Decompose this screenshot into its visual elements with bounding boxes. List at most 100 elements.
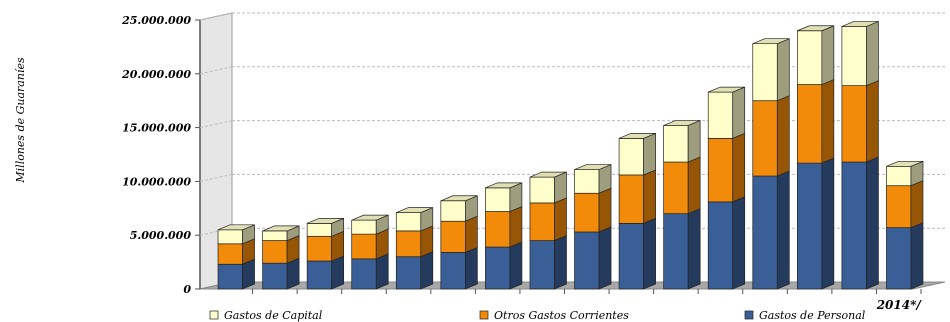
bar-segment-front: [217, 263, 243, 290]
legend-label: Otros Gastos Corrientes: [494, 309, 629, 322]
bar-top: [485, 182, 523, 189]
bar-segment-side: [866, 156, 879, 290]
bar-top: [752, 38, 790, 45]
gridline-side: [199, 66, 233, 75]
legend: Gastos de Capital Otros Gastos Corrientes…: [209, 309, 866, 322]
bar-segment-front: [574, 192, 600, 233]
bar-segment-front: [618, 223, 644, 290]
bar-segment-side: [776, 38, 790, 102]
bar-segment-side: [687, 208, 701, 290]
bar-segment-front: [752, 100, 778, 177]
bar-segment-side: [598, 187, 612, 233]
bar-segment-side: [420, 251, 434, 290]
y-tick-label: 25.000.000: [121, 14, 191, 27]
legend-swatch: [479, 310, 489, 320]
bar-segment-side: [732, 132, 746, 203]
bar-top: [440, 195, 478, 202]
bar-segment-side: [643, 217, 656, 290]
bar-segment-front: [395, 212, 422, 232]
y-tick-label: 20.000.000: [121, 68, 191, 81]
bar-segment-front: [886, 227, 912, 290]
bar-segment-side: [643, 132, 656, 176]
bar-segment-side: [464, 246, 478, 290]
bar-segment-front: [306, 260, 333, 290]
bar-segment-front: [529, 240, 555, 290]
bar-segment-side: [687, 119, 701, 163]
bar-segment-front: [262, 262, 288, 290]
bar-segment-side: [464, 215, 478, 253]
x-tick-label: 2014*/: [876, 298, 923, 312]
bar-segment-front: [796, 162, 823, 290]
bar-segment-front: [752, 43, 778, 102]
bar-segment-front: [529, 202, 555, 241]
bar-segment-side: [598, 226, 612, 290]
bar-segment-front: [351, 219, 377, 235]
bar-segment-front: [217, 229, 243, 245]
bar-segment-front: [485, 211, 511, 248]
bar-segment-front: [262, 240, 288, 264]
y-tick-label: 0: [183, 283, 191, 296]
bar-segment-front: [395, 230, 422, 258]
bar-segment-side: [732, 86, 746, 139]
bar-top: [663, 120, 701, 126]
y-tick-label: 5.000.000: [130, 229, 192, 242]
legend-label: Gastos de Personal: [759, 309, 866, 322]
bar-segment-front: [841, 26, 867, 86]
x-axis-labels: 2014*/: [876, 298, 923, 312]
bar-segment-front: [886, 165, 912, 187]
bar-segment-front: [707, 91, 734, 139]
bar-segment-front: [440, 252, 466, 290]
bar-segment-side: [821, 79, 835, 164]
bar-segment-front: [841, 161, 867, 290]
bar-top: [217, 224, 255, 231]
bar-top: [262, 225, 300, 232]
bar-segment-front: [485, 246, 511, 290]
bar-top: [708, 86, 745, 93]
bar-segment-front: [262, 230, 288, 241]
bar-segment-side: [331, 255, 345, 290]
bar-top: [886, 160, 924, 167]
bar-segment-front: [618, 138, 644, 176]
bar-segment-front: [707, 138, 734, 203]
gridline-side: [199, 12, 233, 21]
bar-segment-front: [663, 125, 689, 163]
bar-top: [307, 218, 344, 224]
legend-swatch: [744, 310, 754, 320]
bar-segment-side: [776, 95, 790, 177]
bar-segment-front: [485, 187, 511, 212]
bar-segment-front: [663, 213, 689, 290]
y-tick-label: 15.000.000: [122, 122, 191, 135]
bar-segment-front: [440, 220, 466, 253]
bar-segment-side: [821, 157, 835, 290]
bar-segment-front: [395, 256, 422, 290]
bar-segment-front: [351, 258, 377, 290]
bar-top: [797, 25, 834, 32]
bar-segment-front: [841, 85, 867, 163]
bar-segment-side: [776, 170, 790, 290]
bar-segment-side: [732, 196, 746, 290]
bar-segment-side: [643, 169, 656, 224]
y-axis-ticks: 0 5.000.000 10.000.000 15.000.000 20.000.000…: [121, 14, 200, 296]
bar-segment-front: [351, 233, 377, 260]
bar-segment-front: [707, 201, 734, 290]
bar-segment-side: [866, 20, 879, 87]
bar-segment-front: [574, 169, 600, 194]
bar-segment-side: [554, 235, 567, 290]
gridline-side: [199, 173, 233, 182]
bar-segment-front: [574, 231, 600, 290]
bar-top: [351, 214, 389, 221]
bar-segment-side: [509, 241, 523, 290]
bar-segment-front: [752, 175, 778, 290]
gridline-side: [199, 120, 233, 129]
legend-swatch: [209, 310, 219, 320]
bar-top: [574, 164, 612, 170]
legend-label: Gastos de Capital: [224, 309, 323, 322]
bar-segment-front: [529, 176, 555, 204]
bar-segment-front: [306, 223, 333, 237]
bar-segment-side: [821, 25, 835, 86]
bar-segment-side: [554, 197, 567, 242]
bar-segment-side: [687, 156, 701, 215]
bar-top: [396, 207, 433, 213]
bar-top: [841, 21, 879, 27]
